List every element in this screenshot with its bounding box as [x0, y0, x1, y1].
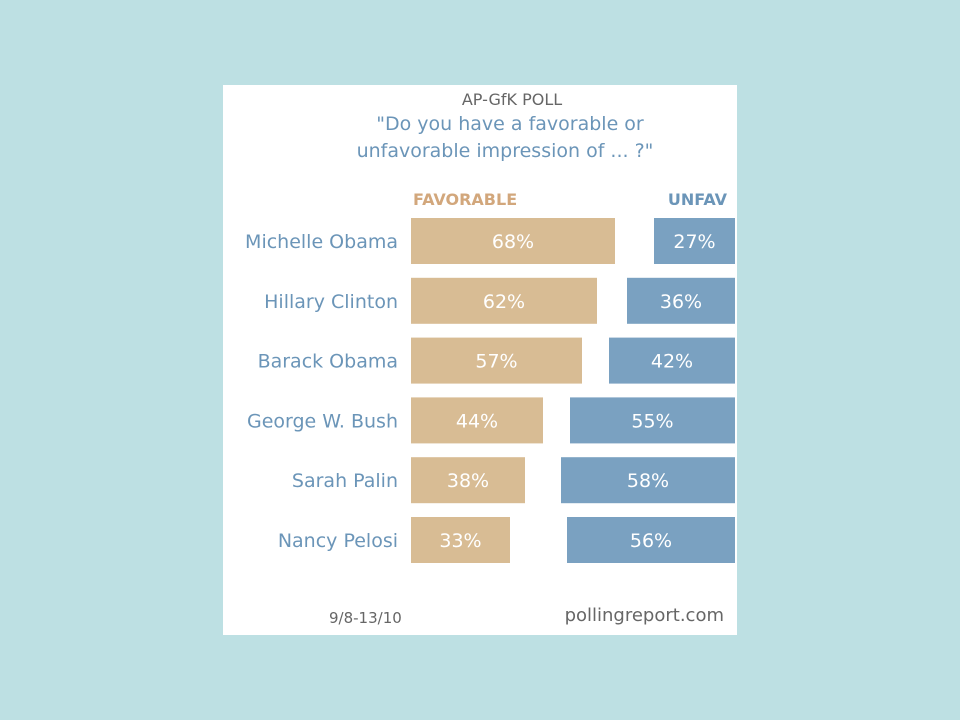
value-label-favorable-george-w-bush: 44% [456, 410, 498, 432]
bar-unfavorable-george-w-bush [570, 397, 735, 444]
category-label-george-w-bush: George W. Bush [247, 410, 398, 432]
poll-date: 9/8-13/10 [329, 609, 402, 627]
category-label-barack-obama: Barack Obama [258, 351, 398, 373]
category-label-nancy-pelosi: Nancy Pelosi [278, 530, 398, 552]
bar-unfavorable-nancy-pelosi [567, 517, 735, 563]
category-label-hillary-clinton: Hillary Clinton [264, 291, 398, 313]
category-label-michelle-obama: Michelle Obama [245, 231, 398, 253]
value-label-unfavorable-barack-obama: 42% [651, 351, 693, 373]
bar-favorable-sarah-palin [411, 457, 525, 504]
bar-unfavorable-barack-obama [609, 337, 735, 384]
value-label-unfavorable-sarah-palin: 58% [627, 470, 669, 492]
source-label: pollingreport.com [565, 605, 724, 626]
bar-favorable-george-w-bush [411, 397, 543, 444]
value-label-favorable-michelle-obama: 68% [492, 231, 534, 253]
bar-unfavorable-sarah-palin [561, 457, 735, 504]
bar-favorable-nancy-pelosi [411, 517, 510, 563]
value-label-favorable-hillary-clinton: 62% [483, 291, 525, 313]
bar-favorable-michelle-obama [411, 218, 615, 264]
bar-favorable-barack-obama [411, 337, 582, 384]
chart-rows: Michelle Obama 68% 27% Hillary Clinton 62% 36… [245, 218, 735, 563]
category-label-sarah-palin: Sarah Palin [292, 470, 398, 492]
value-label-favorable-barack-obama: 57% [475, 351, 517, 373]
legend-unfavorable-header: UNFAV [668, 190, 728, 209]
diverging-bar-chart: AP-GfK POLL "Do you have a favorable or … [245, 90, 735, 627]
value-label-unfavorable-michelle-obama: 27% [673, 231, 715, 253]
value-label-favorable-sarah-palin: 38% [447, 470, 489, 492]
value-label-unfavorable-nancy-pelosi: 56% [630, 530, 672, 552]
chart-card: AP-GfK POLL "Do you have a favorable or … [223, 85, 737, 635]
value-label-favorable-nancy-pelosi: 33% [439, 530, 481, 552]
legend-favorable-header: FAVORABLE [413, 190, 517, 209]
bar-favorable-hillary-clinton [411, 277, 597, 324]
value-label-unfavorable-george-w-bush: 55% [631, 410, 673, 432]
chart-title: AP-GfK POLL [462, 90, 562, 109]
bar-unfavorable-hillary-clinton [627, 277, 735, 324]
bar-unfavorable-michelle-obama [654, 218, 735, 264]
chart-question-line-1: "Do you have a favorable or [376, 113, 644, 135]
value-label-unfavorable-hillary-clinton: 36% [660, 291, 702, 313]
chart-question-line-2: unfavorable impression of ... ?" [357, 140, 654, 162]
